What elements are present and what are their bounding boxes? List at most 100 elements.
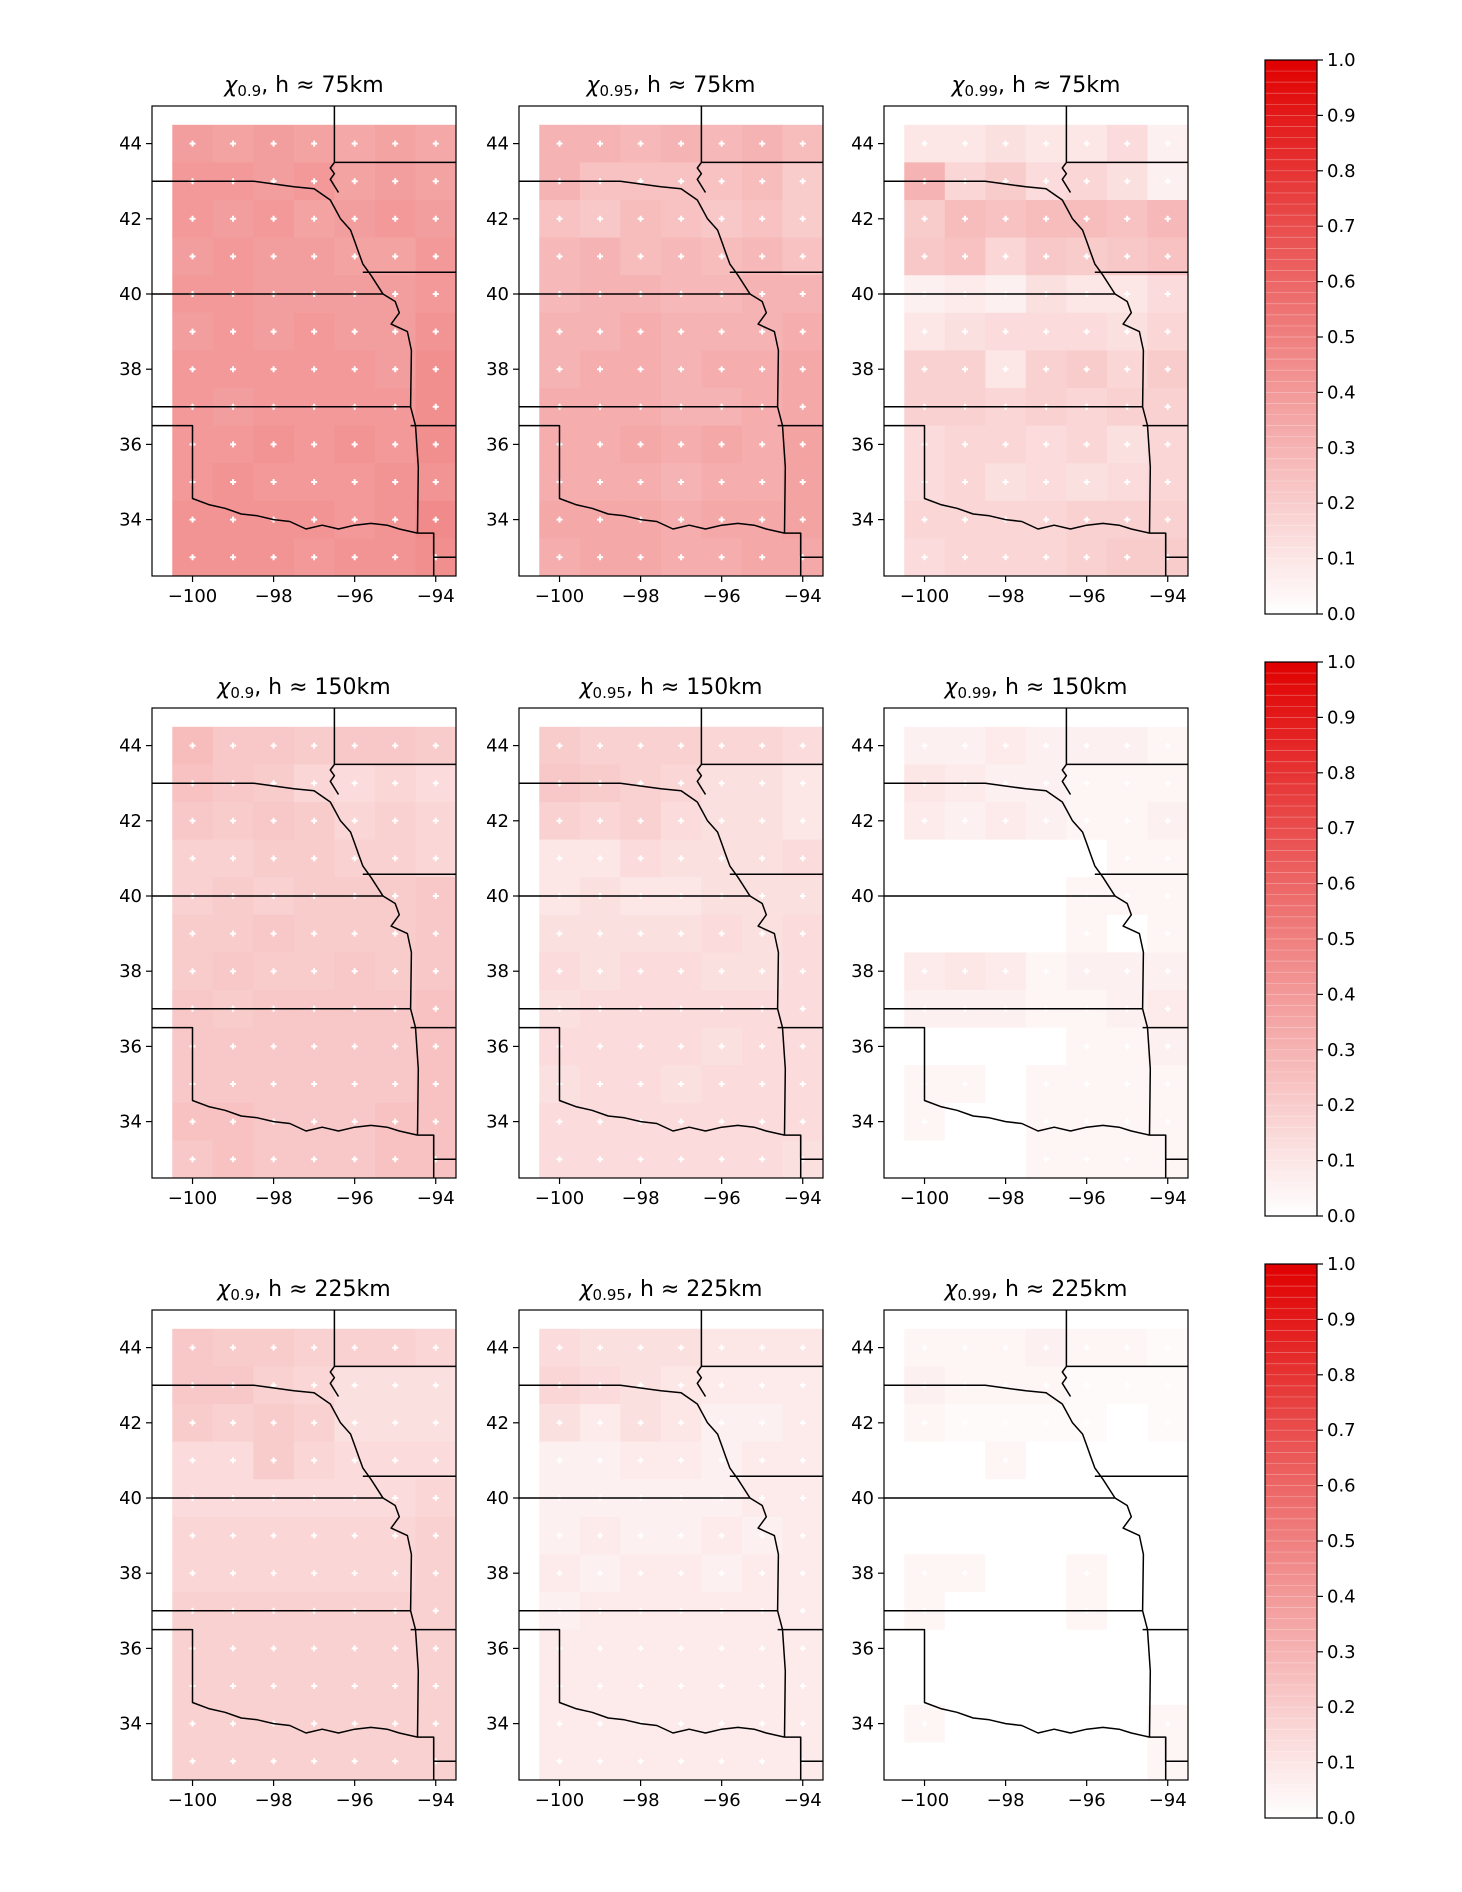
station-marker: [392, 1645, 399, 1652]
station-marker: [270, 140, 277, 147]
station-marker: [230, 516, 237, 523]
x-tick-label: −94: [1149, 1790, 1187, 1811]
station-marker: [392, 1495, 399, 1501]
state-border: [519, 293, 780, 407]
station-marker: [759, 178, 766, 185]
station-marker: [597, 968, 604, 975]
station-marker: [556, 968, 563, 975]
station-marker: [799, 1683, 806, 1689]
station-marker: [799, 441, 806, 448]
station-marker: [432, 893, 439, 899]
station-marker: [351, 817, 358, 824]
station-marker: [556, 140, 563, 147]
station-marker: [432, 253, 439, 260]
station-marker: [962, 441, 969, 448]
station-marker: [392, 1720, 399, 1727]
station-marker: [1083, 1532, 1090, 1539]
station-marker: [799, 1570, 806, 1577]
station-marker: [311, 1532, 318, 1539]
station-marker: [432, 1495, 439, 1501]
station-marker: [597, 516, 604, 523]
station-marker: [921, 1758, 928, 1765]
station-marker: [432, 1683, 439, 1689]
heatmap-cells: [172, 1328, 456, 1780]
station-marker: [678, 1043, 685, 1050]
y-tick-label: 42: [851, 1413, 874, 1434]
station-marker: [392, 1118, 399, 1125]
heatmap-cells: [172, 726, 456, 1178]
station-marker: [799, 1043, 806, 1050]
station-marker: [1164, 403, 1171, 410]
x-tick-label: −96: [1068, 586, 1106, 607]
station-marker: [1164, 817, 1171, 824]
station-marker: [962, 1683, 969, 1689]
station-marker: [921, 930, 928, 937]
station-marker: [597, 1419, 604, 1426]
station-marker: [921, 1532, 928, 1539]
station-marker: [351, 1043, 358, 1050]
y-tick-label: 38: [486, 359, 509, 380]
station-marker: [1043, 930, 1050, 937]
station-marker: [1083, 780, 1090, 787]
station-marker: [1043, 1118, 1050, 1125]
station-marker: [597, 140, 604, 147]
station-marker: [392, 215, 399, 222]
station-marker: [799, 140, 806, 147]
station-marker: [678, 742, 685, 749]
station-marker: [678, 516, 685, 523]
station-marker: [1164, 742, 1171, 749]
station-marker: [637, 178, 644, 185]
station-marker: [230, 1758, 237, 1765]
station-marker: [962, 1570, 969, 1577]
station-marker: [962, 516, 969, 523]
station-marker: [718, 1532, 725, 1539]
x-tick-label: −98: [987, 1790, 1025, 1811]
y-tick-label: 40: [119, 284, 142, 305]
station-marker: [556, 366, 563, 373]
station-marker: [759, 328, 766, 335]
station-marker: [637, 1570, 644, 1577]
station-marker: [270, 1156, 277, 1163]
station-marker: [1124, 441, 1131, 448]
station-marker: [718, 1118, 725, 1125]
station-marker: [799, 855, 806, 862]
station-marker: [799, 1532, 806, 1539]
title-quantile: 0.95: [593, 1286, 626, 1304]
station-marker: [1124, 1570, 1131, 1577]
state-border: [884, 1026, 1150, 1136]
station-marker: [351, 1081, 358, 1087]
title-chi-symbol: χ: [951, 73, 966, 98]
station-marker: [1002, 328, 1009, 335]
station-marker: [597, 479, 604, 485]
colorbar-tick-label: 0.3: [1327, 1642, 1356, 1663]
station-marker: [597, 441, 604, 448]
station-marker: [1164, 893, 1171, 899]
station-marker: [392, 817, 399, 824]
x-tick-label: −98: [255, 586, 293, 607]
station-marker: [351, 1532, 358, 1539]
station-marker: [1002, 215, 1009, 222]
station-marker: [718, 1758, 725, 1765]
station-marker: [311, 1570, 318, 1577]
station-marker: [230, 930, 237, 937]
station-marker: [270, 968, 277, 975]
station-marker: [270, 366, 277, 373]
station-marker: [1002, 1043, 1009, 1050]
x-tick-label: −94: [784, 586, 822, 607]
station-marker: [1002, 1532, 1009, 1539]
x-tick-label: −94: [417, 586, 455, 607]
station-marker: [1002, 554, 1009, 561]
station-marker: [799, 291, 806, 297]
x-tick-label: −100: [900, 1790, 949, 1811]
station-marker: [678, 1081, 685, 1087]
station-marker: [921, 215, 928, 222]
station-marker: [1124, 253, 1131, 260]
station-marker: [718, 1645, 725, 1652]
station-marker: [351, 516, 358, 523]
station-marker: [759, 516, 766, 523]
station-marker: [678, 328, 685, 335]
station-marker: [637, 1344, 644, 1351]
station-marker: [1002, 1457, 1009, 1464]
station-marker: [962, 1532, 969, 1539]
station-marker: [392, 1419, 399, 1426]
